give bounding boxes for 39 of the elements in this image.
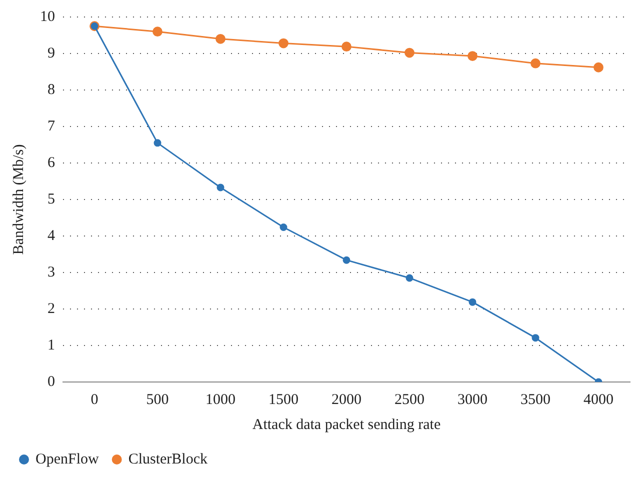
legend-label: ClusterBlock — [128, 451, 208, 468]
point — [404, 48, 414, 58]
y-tick-label: 5 — [48, 191, 55, 208]
point — [154, 139, 162, 147]
point — [216, 34, 226, 44]
x-tick-label: 1500 — [268, 392, 298, 408]
x-tick-label: 2000 — [332, 392, 362, 408]
y-tick-label: 8 — [48, 82, 55, 98]
x-tick-label: 0 — [90, 392, 98, 408]
y-tick-label: 1 — [48, 337, 55, 354]
x-tick-label: 3500 — [520, 392, 550, 408]
y-tick-label: 2 — [48, 300, 55, 317]
y-tick-label: 10 — [40, 8, 55, 25]
point — [342, 42, 352, 52]
point — [594, 62, 604, 72]
point — [152, 26, 162, 37]
legend-label: OpenFlow — [36, 451, 99, 468]
x-tick-label: 2500 — [394, 392, 424, 408]
x-tick-label: 500 — [146, 392, 169, 408]
point — [216, 184, 224, 192]
point — [530, 58, 540, 68]
y-tick-label: 3 — [48, 264, 55, 280]
point — [342, 256, 350, 264]
point — [278, 38, 288, 48]
y-tick-label: 4 — [48, 228, 56, 244]
x-tick-label: 3000 — [458, 392, 488, 408]
point — [532, 334, 540, 342]
y-tick-label: 7 — [48, 118, 56, 134]
x-tick-label: 1000 — [206, 392, 236, 408]
y-tick-label: 6 — [48, 154, 56, 171]
point — [406, 274, 414, 282]
y-tick-label: 0 — [48, 374, 55, 390]
point — [468, 298, 476, 306]
y-axis-title: Bandwidth (Mb/s) — [10, 144, 27, 255]
y-tick-label: 9 — [48, 45, 55, 62]
point — [468, 51, 478, 62]
point — [280, 223, 288, 231]
x-axis-title: Attack data packet sending rate — [252, 416, 441, 433]
x-tick-label: 4000 — [584, 392, 614, 408]
